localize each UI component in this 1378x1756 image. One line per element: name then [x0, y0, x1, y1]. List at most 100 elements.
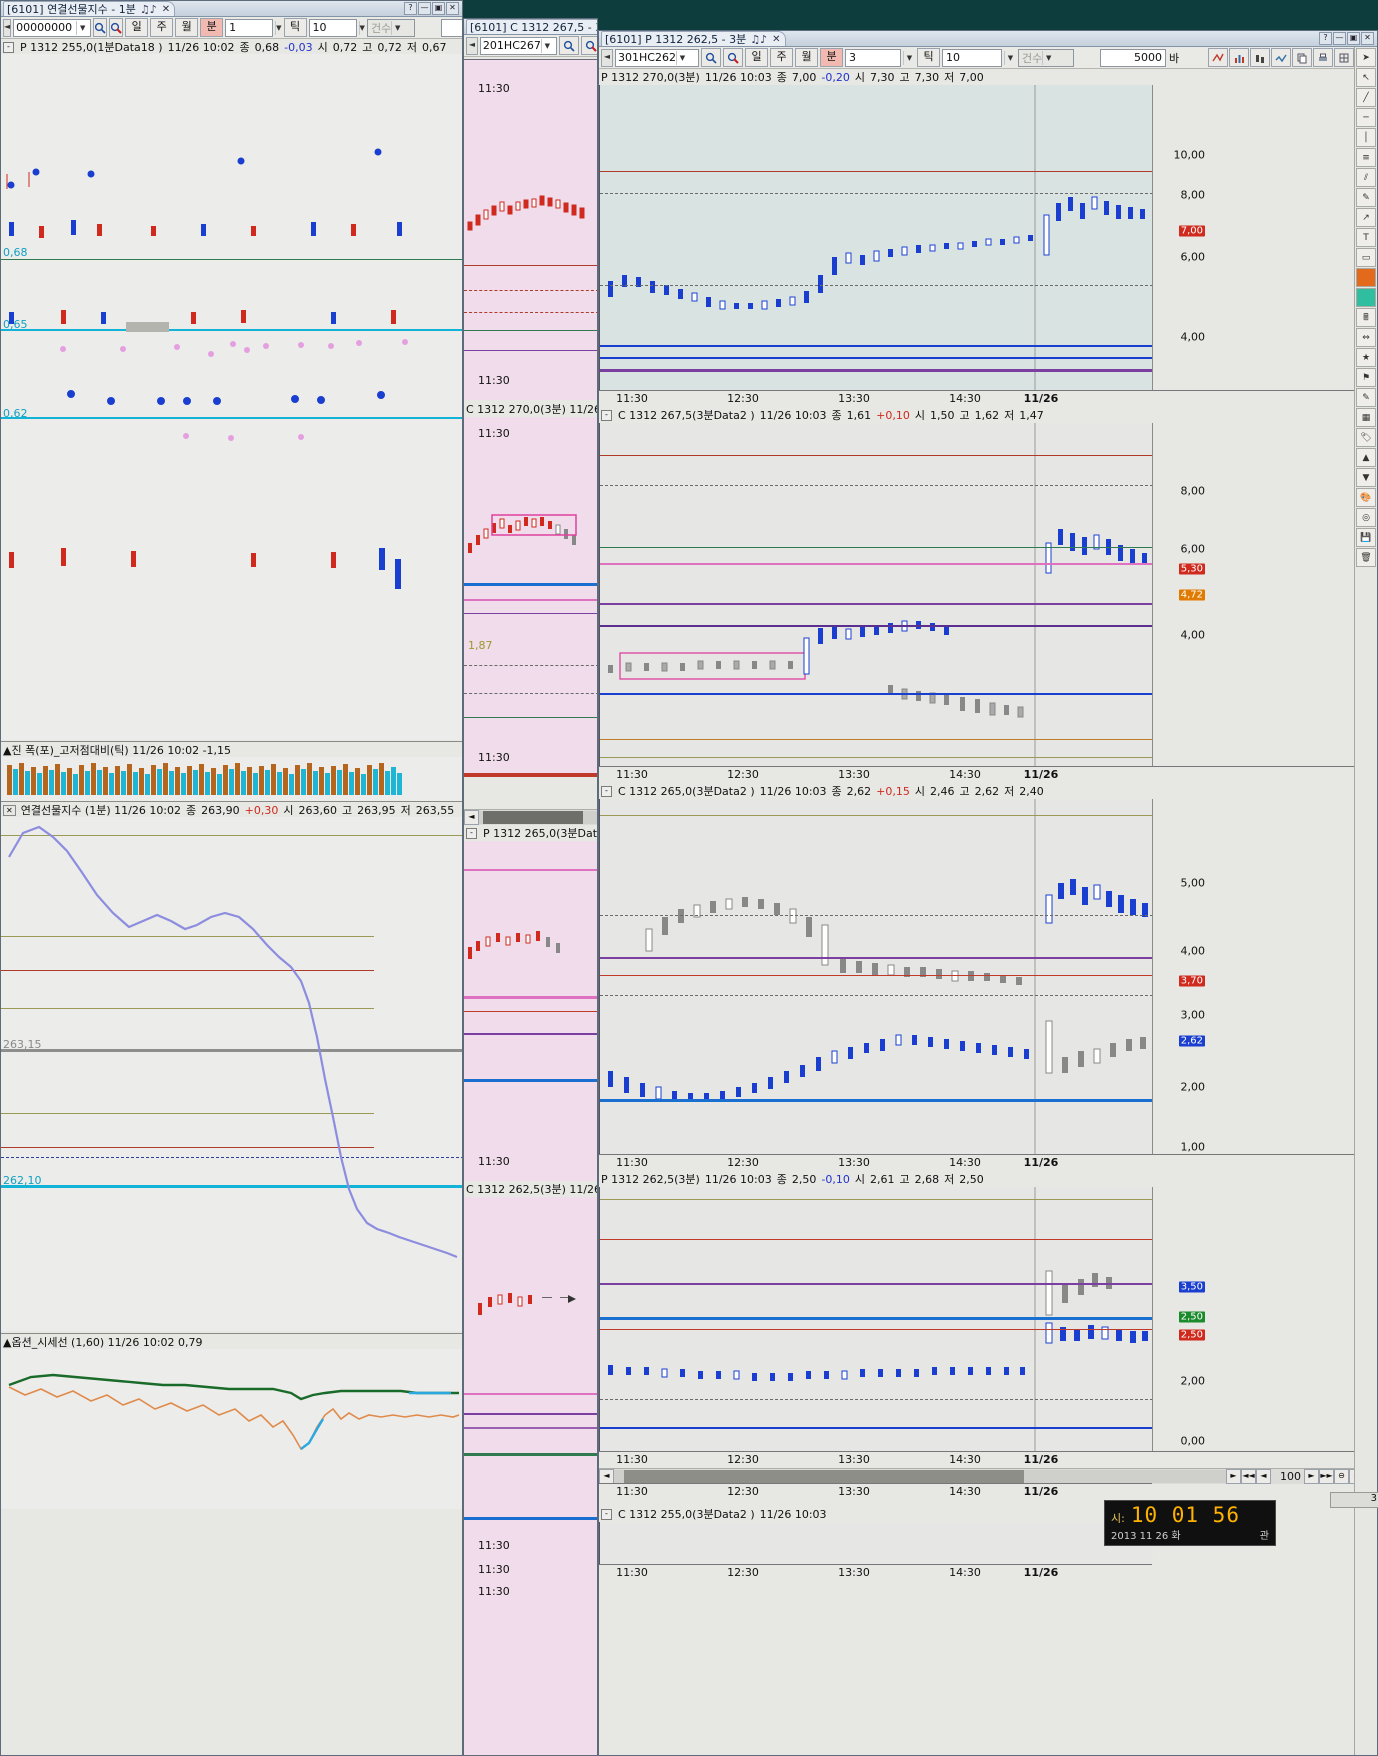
swatch-teal-icon[interactable] [1356, 288, 1376, 307]
scroll-track[interactable] [479, 811, 597, 824]
scroll-left-button[interactable]: ◄ [599, 1469, 614, 1484]
minimize-button[interactable]: — [1333, 32, 1346, 45]
tick-chevron-down-icon[interactable]: ▼ [358, 20, 365, 35]
flag-icon[interactable]: ⚑ [1356, 368, 1376, 387]
window-left[interactable]: [6101] 연결선물지수 - 1분 ♫♪ ✕ ? — ▣ ✕ ◄ 000000… [0, 0, 463, 1756]
window-right-buttons[interactable]: ? — ▣ ✕ [1319, 32, 1375, 45]
right-hscroll[interactable]: ◄ ► ◄◄ ◄ 100 ► ►► ⊖ ⊕ ⚙ [599, 1468, 1377, 1484]
pencil-icon[interactable]: ✎ [1356, 188, 1376, 207]
target-icon[interactable]: ◎ [1356, 508, 1376, 527]
help-button[interactable]: ? [1319, 32, 1332, 45]
count-select[interactable]: 건수 ▼ [1018, 48, 1074, 67]
help-button[interactable]: ? [404, 2, 417, 15]
window-mid-tab[interactable]: [6101] C 1312 267,5 - 3분 ♫♪ ✕ [466, 19, 597, 34]
window-right-toolbar[interactable]: ◄ 301HC262 ▼ 일 주 월 분 3 ▼ 틱 10 ▼ [599, 47, 1377, 69]
clear-search-icon[interactable] [581, 36, 597, 55]
clock-widget[interactable]: 시: 10 01 56 2013 11 26 화 관 [1104, 1500, 1276, 1546]
right-pane3-plot[interactable] [599, 799, 1153, 1154]
minute-value-input[interactable]: 1 [225, 18, 274, 37]
period-minute-button[interactable]: 분 [820, 48, 843, 67]
close-button[interactable]: ✕ [446, 2, 459, 15]
scroll-thumb[interactable] [624, 1470, 1024, 1483]
tick-value-input[interactable]: 10 [308, 18, 357, 37]
bars-input[interactable]: 5000 [440, 18, 462, 37]
count-chevron-down-icon[interactable]: ▼ [391, 20, 403, 35]
scroll-right-button[interactable]: ► [1226, 1469, 1241, 1484]
chevron-down-icon[interactable]: ▼ [76, 20, 88, 35]
chevron-down-icon[interactable]: ▼ [675, 50, 688, 65]
window-mid[interactable]: [6101] C 1312 267,5 - 3분 ♫♪ ✕ ◄ 201HC267… [463, 18, 598, 1756]
vline-icon[interactable]: │ [1356, 128, 1376, 147]
window-left-toolbar[interactable]: ◄ 00000000 ▼ 일 주 월 분 1 ▼ 틱 10 ▼ [1, 17, 462, 39]
search-icon[interactable] [93, 18, 108, 37]
minute-chevron-down-icon[interactable]: ▼ [275, 20, 282, 35]
prev-code-button[interactable]: ◄ [466, 36, 478, 55]
window-right-tab[interactable]: [6101] P 1312 262,5 - 3분 ♫♪ ✕ [601, 31, 786, 46]
scroll-track[interactable] [614, 1470, 1226, 1483]
zoom-out-button[interactable]: ⊖ [1334, 1469, 1349, 1484]
window-mid-titlebar[interactable]: [6101] C 1312 267,5 - 3분 ♫♪ ✕ [464, 19, 597, 35]
mid-pane5-plot[interactable]: 11:30 [464, 1577, 597, 1755]
clear-search-icon[interactable] [109, 18, 124, 37]
code-input[interactable]: 301HC262 ▼ [615, 48, 699, 67]
window-left-buttons[interactable]: ? — ▣ ✕ [404, 2, 460, 15]
close-icon[interactable]: ✕ [772, 33, 781, 45]
period-month-button[interactable]: 월 [175, 18, 199, 37]
mid-pane1-plot[interactable]: 11:30 [464, 59, 597, 400]
down-icon[interactable]: ▼ [1356, 468, 1376, 487]
scroll-left-button[interactable]: ◄ [464, 810, 479, 825]
prev-code-button[interactable]: ◄ [601, 48, 613, 67]
right-pane2-plot[interactable] [599, 423, 1153, 766]
text-icon[interactable]: T [1356, 228, 1376, 247]
window-right[interactable]: [6101] P 1312 262,5 - 3분 ♫♪ ✕ ? — ▣ ✕ ◄ … [598, 30, 1378, 1756]
pointer-icon[interactable]: ➤ [1356, 48, 1376, 67]
expand-icon[interactable]: - [3, 41, 14, 53]
period-week-button[interactable]: 주 [150, 18, 174, 37]
maximize-button[interactable]: ▣ [1347, 32, 1360, 45]
candle-chart-icon[interactable] [1250, 48, 1270, 67]
print-icon[interactable] [1313, 48, 1333, 67]
mid-pane3-plot[interactable]: 11:30 [464, 841, 597, 1181]
code-input[interactable]: 00000000 ▼ [13, 18, 92, 37]
copy-icon[interactable] [1292, 48, 1312, 67]
bar-chart-icon[interactable] [1229, 48, 1249, 67]
label-icon[interactable]: 🏷 [1356, 428, 1376, 447]
indicator-icon[interactable] [1271, 48, 1291, 67]
tick-value-input[interactable]: 10 [942, 48, 1002, 67]
left-pane1-plot[interactable]: 0,68 0,65 0,62 [1, 54, 462, 740]
expand-icon[interactable]: - [466, 827, 477, 839]
expand-icon[interactable]: - [601, 409, 612, 421]
scroll-prev-button[interactable]: ◄ [1256, 1469, 1271, 1484]
arrow-icon[interactable]: ↗ [1356, 208, 1376, 227]
scroll-next-button[interactable]: ► [1304, 1469, 1319, 1484]
close-button[interactable]: ✕ [1361, 32, 1374, 45]
close-icon[interactable]: ✕ [3, 804, 16, 816]
drawing-toolbar[interactable]: ➤ ↖ ╱ ─ │ ≡ ⫽ ✎ ↗ T ▭ 🖩 ⇔ ★ ⚑ ✎ ▦ 🏷 ▲ ▼ … [1354, 47, 1377, 1755]
measure-icon[interactable]: ⇔ [1356, 328, 1376, 347]
mid-hscroll[interactable]: ◄ [464, 809, 597, 825]
count-select[interactable]: 건수 ▼ [366, 18, 415, 37]
bars-input[interactable]: 5000 [1100, 48, 1166, 67]
minute-value-input[interactable]: 3 [845, 48, 901, 67]
cursor-icon[interactable]: ↖ [1356, 68, 1376, 87]
search-icon[interactable] [701, 48, 721, 67]
mid-pane2-plot[interactable]: 11:30 [464, 417, 597, 777]
star-icon[interactable]: ★ [1356, 348, 1376, 367]
code-input[interactable]: 201HC267 ▼ [479, 36, 558, 55]
period-day-button[interactable]: 일 [125, 18, 149, 37]
grid2-icon[interactable]: ▦ [1356, 408, 1376, 427]
right-pane5-plot[interactable] [599, 1522, 1153, 1564]
fib-icon[interactable]: ≡ [1356, 148, 1376, 167]
hline-icon[interactable]: ─ [1356, 108, 1376, 127]
period-month-button[interactable]: 월 [795, 48, 818, 67]
tick-chevron-down-icon[interactable]: ▼ [1004, 50, 1016, 65]
grid-icon[interactable] [1334, 48, 1354, 67]
minimize-button[interactable]: — [418, 2, 431, 15]
clear-search-icon[interactable] [723, 48, 743, 67]
box-icon[interactable]: ▭ [1356, 248, 1376, 267]
tick-label[interactable]: 틱 [283, 18, 307, 37]
channel-icon[interactable]: ⫽ [1356, 168, 1376, 187]
scroll-thumb[interactable] [483, 811, 583, 824]
prev-code-button[interactable]: ◄ [3, 18, 12, 37]
scroll-last-button[interactable]: ►► [1319, 1469, 1334, 1484]
